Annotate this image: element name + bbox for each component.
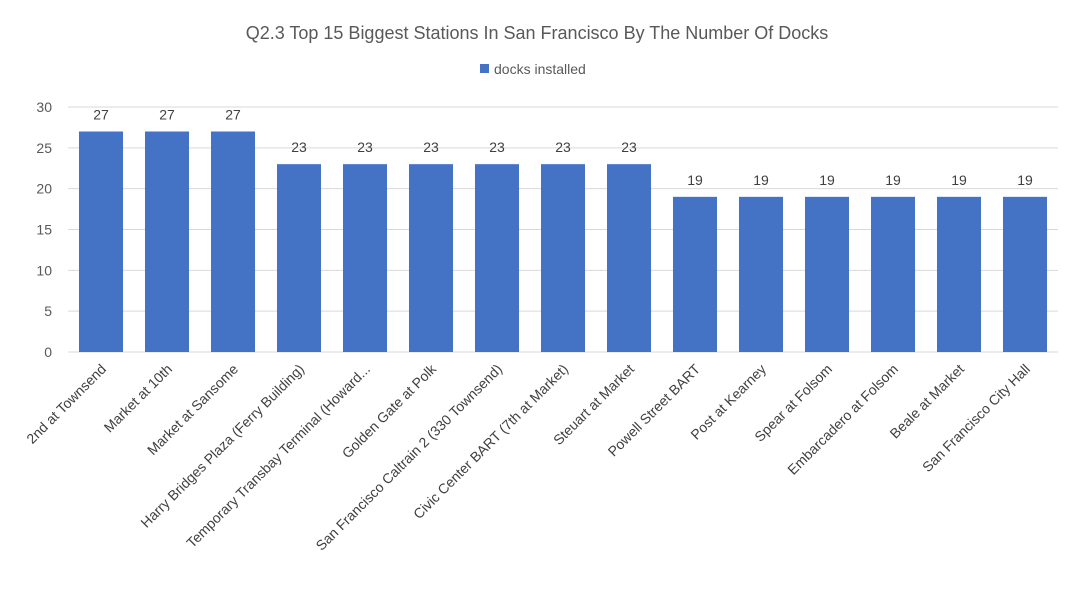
data-label: 23 — [489, 139, 505, 155]
data-label: 23 — [423, 139, 439, 155]
bar — [78, 131, 124, 352]
y-tick-label: 0 — [44, 344, 52, 360]
data-label: 19 — [687, 172, 703, 188]
data-label: 19 — [885, 172, 901, 188]
bars — [78, 131, 1048, 352]
x-tick-label: 2nd at Townsend — [23, 361, 109, 447]
data-label: 27 — [225, 107, 241, 123]
y-tick-label: 10 — [36, 262, 52, 278]
bar — [342, 164, 388, 352]
bar — [474, 164, 520, 352]
x-tick-label: San Francisco City Hall — [919, 361, 1033, 475]
bar — [540, 164, 586, 352]
data-label: 19 — [753, 172, 769, 188]
legend-label: docks installed — [494, 61, 586, 77]
bar — [1002, 196, 1048, 352]
data-label: 23 — [357, 139, 373, 155]
y-tick-label: 15 — [36, 222, 52, 238]
data-label: 23 — [621, 139, 637, 155]
x-tick-label: Market at 10th — [101, 361, 176, 436]
bar — [276, 164, 322, 352]
bar — [870, 196, 916, 352]
y-tick-label: 5 — [44, 303, 52, 319]
y-axis: 0 5 10 15 20 25 30 — [36, 99, 52, 360]
legend: docks installed — [480, 61, 586, 77]
y-tick-label: 20 — [36, 181, 52, 197]
bar — [606, 164, 652, 352]
y-tick-label: 30 — [36, 99, 52, 115]
bar — [210, 131, 256, 352]
bar — [804, 196, 850, 352]
data-label: 19 — [951, 172, 967, 188]
y-tick-label: 25 — [36, 140, 52, 156]
bar — [936, 196, 982, 352]
data-label: 19 — [819, 172, 835, 188]
data-label: 27 — [93, 107, 109, 123]
data-label: 23 — [555, 139, 571, 155]
data-labels: 27 27 27 23 23 23 23 23 23 19 19 19 19 19 19 — [93, 107, 1033, 188]
bar — [672, 196, 718, 352]
chart-title: Q2.3 Top 15 Biggest Stations In San Fran… — [246, 23, 829, 43]
bar — [144, 131, 190, 352]
legend-swatch — [480, 64, 489, 73]
bar — [738, 196, 784, 352]
bar — [408, 164, 454, 352]
data-label: 27 — [159, 107, 175, 123]
data-label: 23 — [291, 139, 307, 155]
x-tick-label: Embarcadero at Folsom — [784, 361, 901, 478]
data-label: 19 — [1017, 172, 1033, 188]
